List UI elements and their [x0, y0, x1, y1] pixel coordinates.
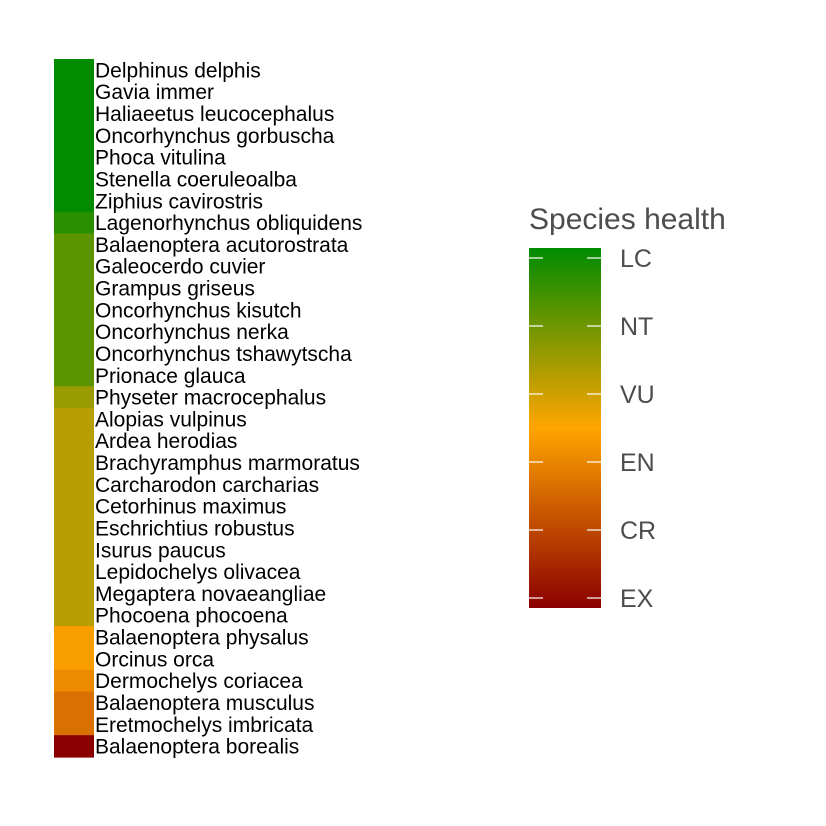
species-label: Galeocerdo cuvier — [95, 256, 265, 279]
species-label: Phocoena phocoena — [95, 605, 288, 628]
species-label: Lagenorhynchus obliquidens — [95, 212, 362, 235]
species-label: Phoca vitulina — [95, 147, 226, 170]
species-label: Grampus griseus — [95, 278, 255, 301]
species-label: Isurus paucus — [95, 539, 226, 562]
species-tile — [54, 669, 94, 693]
species-tile — [54, 451, 94, 475]
species-label: Oncorhynchus gorbuscha — [95, 125, 335, 148]
species-tile — [54, 691, 94, 714]
species-label: Balaenoptera acutorostrata — [95, 234, 349, 257]
species-tile — [54, 59, 94, 82]
species-tile — [54, 582, 94, 605]
species-tile — [54, 298, 94, 322]
species-tile — [54, 233, 94, 256]
species-label: Oncorhynchus nerka — [95, 321, 289, 344]
species-tile — [54, 626, 94, 649]
species-label: Megaptera novaeangliae — [95, 583, 326, 606]
species-tile — [54, 168, 94, 191]
species-tile — [54, 517, 94, 540]
legend-tick-label: EN — [620, 449, 655, 477]
species-label: Delphinus delphis — [95, 59, 261, 82]
species-label: Ziphius cavirostris — [95, 190, 263, 213]
species-tile — [54, 473, 94, 496]
color-legend: Species health EX CR EN VU NT LC — [529, 203, 726, 613]
species-label: Cetorhinus maximus — [95, 496, 286, 519]
legend-tick-label: LC — [620, 245, 652, 273]
species-label: Ardea herodias — [95, 430, 237, 453]
species-label: Physeter macrocephalus — [95, 387, 326, 410]
species-tile — [54, 713, 94, 736]
species-tile — [54, 604, 94, 627]
species-label: Brachyramphus marmoratus — [95, 452, 360, 475]
legend-tick-label: NT — [620, 313, 653, 341]
species-tile — [54, 189, 94, 213]
species-label: Orcinus orca — [95, 648, 214, 671]
species-label: Balaenoptera physalus — [95, 627, 309, 650]
legend-ticks: EX CR EN VU NT LC — [529, 245, 656, 613]
species-label: Eschrichtius robustus — [95, 517, 295, 540]
species-label: Haliaeetus leucocephalus — [95, 103, 334, 126]
species-label: Balaenoptera musculus — [95, 692, 314, 715]
species-tile — [54, 342, 94, 365]
species-tile — [54, 495, 94, 518]
species-label: Balaenoptera borealis — [95, 736, 299, 759]
species-label: Alopias vulpinus — [95, 408, 247, 431]
species-tile — [54, 124, 94, 147]
species-tile — [54, 647, 94, 671]
species-tile — [54, 408, 94, 431]
legend-tick-label: VU — [620, 381, 655, 409]
species-label: Eretmochelys imbricata — [95, 714, 314, 737]
species-tile — [54, 538, 94, 562]
species-tile — [54, 320, 94, 344]
species-tile — [54, 429, 94, 453]
species-label: Stenella coeruleoalba — [95, 168, 297, 191]
species-tile-column — [54, 59, 94, 758]
legend-color-bar — [529, 248, 601, 608]
species-label: Carcharodon carcharias — [95, 474, 319, 497]
species-label: Oncorhynchus tshawytscha — [95, 343, 352, 366]
species-tile — [54, 255, 94, 278]
species-tile — [54, 735, 94, 758]
species-tile — [54, 364, 94, 387]
species-tile — [54, 146, 94, 169]
species-label: Lepidochelys olivacea — [95, 561, 301, 584]
species-label: Dermochelys coriacea — [95, 670, 303, 693]
species-tile — [54, 560, 94, 584]
species-tile — [54, 386, 94, 409]
legend-tick-label: EX — [620, 585, 654, 613]
species-label: Gavia immer — [95, 81, 214, 104]
legend-tick-label: CR — [620, 517, 656, 545]
species-tile — [54, 277, 94, 300]
species-tile — [54, 211, 94, 235]
legend-title: Species health — [529, 203, 726, 236]
species-label: Oncorhynchus kisutch — [95, 299, 302, 322]
species-tile — [54, 80, 94, 104]
species-tile — [54, 102, 94, 126]
species-label: Prionace glauca — [95, 365, 246, 388]
